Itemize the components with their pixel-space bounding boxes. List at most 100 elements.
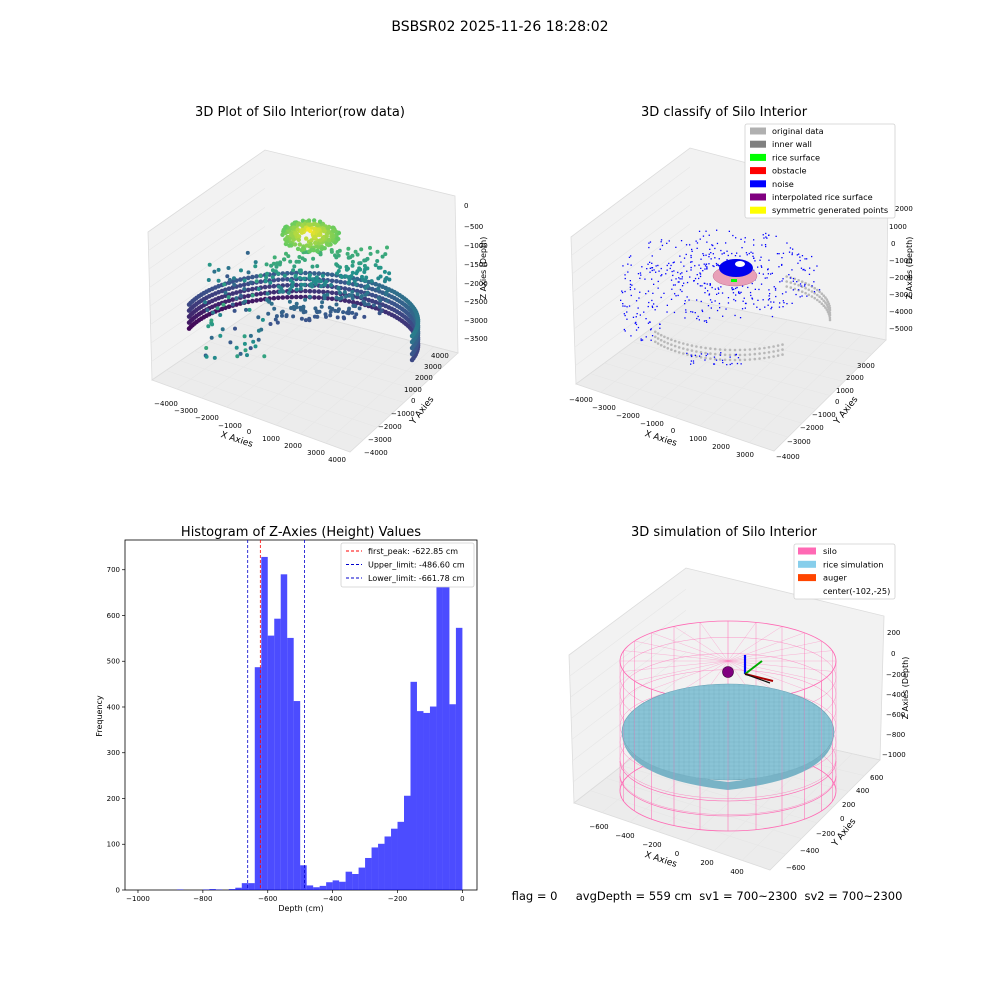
raw-point	[385, 245, 389, 250]
raw-point	[315, 278, 320, 283]
classify-point-noise	[690, 261, 692, 263]
classify-point-original	[704, 351, 707, 355]
classify-point-noise	[781, 293, 784, 295]
classify-point-noise	[715, 262, 718, 265]
simulation-x-tick-labels: −600 −400 −200 0 200 400	[589, 823, 743, 876]
raw-point	[350, 299, 356, 305]
classify-point-noise	[683, 265, 685, 267]
raw-point	[250, 286, 255, 292]
classify-point-noise	[653, 283, 655, 285]
classify-point-noise	[653, 303, 655, 305]
classify-point-original	[797, 279, 800, 282]
histogram-bar	[267, 635, 275, 890]
raw-point	[329, 248, 334, 252]
raw-z-tick: −2500	[464, 298, 488, 306]
raw-point	[409, 333, 415, 339]
sim-x-tick: 400	[730, 868, 743, 876]
classify-point-noise	[753, 257, 755, 259]
classify-point-noise	[800, 285, 802, 287]
classify-point-noise	[698, 277, 700, 280]
classify-point-noise	[723, 252, 725, 254]
classify-point-noise	[746, 254, 748, 256]
classify-point-noise	[697, 315, 699, 318]
classify-point-noise	[716, 242, 719, 245]
classify-point-noise	[759, 259, 761, 261]
classify-point-noise	[786, 242, 788, 244]
raw-point	[303, 288, 308, 294]
raw-point	[288, 278, 293, 283]
classify-point-noise	[715, 359, 718, 361]
classify-point-noise	[698, 230, 701, 232]
classify-point-noise	[729, 356, 731, 358]
histogram-y-tick-label: 700	[107, 566, 120, 574]
raw-point	[238, 283, 243, 288]
raw-point	[327, 305, 332, 310]
raw-point	[373, 263, 378, 268]
classify-point-noise	[713, 363, 716, 365]
raw-point	[258, 291, 264, 297]
legend-swatch	[798, 574, 816, 582]
histogram-bar	[378, 843, 385, 890]
classify-point-original	[686, 343, 689, 346]
raw-point	[226, 304, 232, 310]
classify-z-tick: 1000	[889, 223, 907, 231]
classify-point-noise	[696, 274, 698, 276]
classify-point-original	[793, 282, 797, 286]
classify-y-tick: −2000	[800, 424, 824, 432]
classify-point-noise	[650, 339, 652, 341]
raw-point	[377, 304, 382, 309]
classify-point-noise	[638, 297, 640, 299]
raw-z-tick-labels: 0 −500 −1000 −1500 −2000 −2500 −3000 −35…	[464, 202, 488, 343]
classify-point-original	[728, 348, 732, 352]
classify-point-original	[743, 348, 747, 352]
classify-point-noise	[630, 294, 632, 297]
classify-point-original	[743, 353, 747, 357]
auger-sphere-icon	[722, 666, 734, 678]
raw-point	[336, 286, 341, 291]
classify-point-original	[733, 358, 737, 362]
raw-point	[282, 257, 286, 262]
classify-point-noise	[744, 302, 747, 305]
classify-point-noise	[721, 292, 724, 294]
classify-point-noise	[711, 286, 713, 289]
classify-point-noise	[720, 249, 722, 252]
classify-point-noise	[703, 320, 706, 322]
raw-point	[346, 311, 351, 316]
classify-point-original	[824, 301, 827, 304]
classify-point-noise	[694, 354, 696, 356]
classify-point-noise	[796, 281, 798, 283]
silo-front-ring	[619, 760, 837, 802]
grid-line	[749, 334, 862, 443]
grid-line	[572, 204, 691, 293]
raw-point	[288, 259, 293, 264]
classify-point-original	[718, 348, 722, 351]
raw-point	[238, 277, 243, 282]
raw-z-tick: −500	[464, 223, 483, 231]
grid-line	[575, 280, 691, 366]
classify-point-noise	[639, 314, 641, 316]
classify-point-noise	[751, 297, 753, 299]
raw-point	[265, 291, 270, 296]
classify-point-noise	[683, 282, 685, 284]
classify-point-noise	[623, 313, 625, 315]
classify-point-noise	[788, 251, 791, 253]
histogram-bar	[228, 889, 236, 890]
raw-point	[230, 297, 235, 302]
raw-point	[300, 223, 305, 228]
classify-point-noise	[735, 237, 737, 239]
simulation-title: 3D simulation of Silo Interior	[631, 525, 818, 540]
classify-point-noise	[639, 277, 641, 279]
raw-point	[276, 271, 281, 276]
classify-point-original	[663, 345, 666, 349]
classify-point-noise	[686, 352, 688, 354]
raw-point	[271, 283, 277, 289]
raw-point	[300, 246, 306, 251]
classify-point-original	[738, 348, 742, 352]
sim-z-tick: −1000	[882, 751, 906, 759]
classify-point-noise	[767, 268, 769, 270]
raw-point	[346, 299, 352, 304]
legend-label: rice surface	[772, 152, 820, 162]
classify-point-noise	[659, 327, 661, 329]
classify-point-original	[793, 277, 797, 281]
classify-point-noise	[714, 247, 716, 250]
